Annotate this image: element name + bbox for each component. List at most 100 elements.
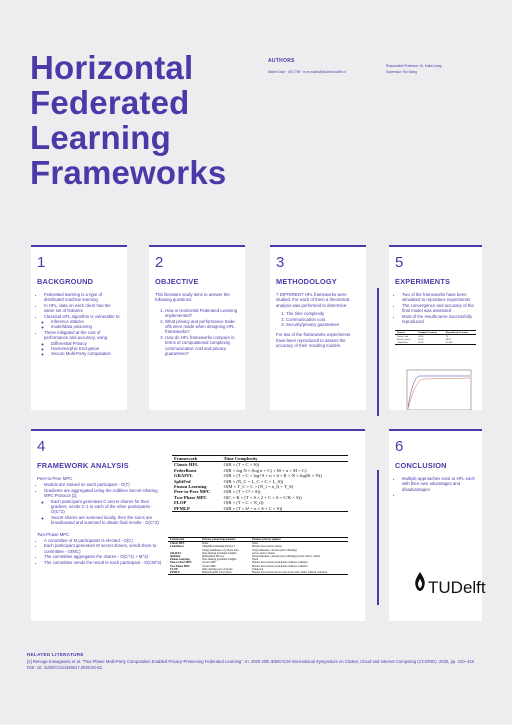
table-row: FLOP Only sharing part of model Unknown <box>170 567 264 571</box>
section-body: Federated learning is a type of distribu… <box>37 292 121 357</box>
section-heading: FRAMEWORK ANALYSIS <box>37 461 129 470</box>
table-row: Two-Phase MPC O(C + R × (T + S × 2 + C × … <box>174 494 302 500</box>
section-heading: OBJECTIVE <box>155 277 199 286</box>
author-line: Mahim Dani · 4917769 · m.m.mdani@student… <box>268 70 346 74</box>
table-header: Framework <box>168 536 201 543</box>
supervisor-line: Supervisor: Rui Wang <box>386 70 417 74</box>
section-number: 2 <box>155 254 164 271</box>
related-literature-text: [1] Renuga Kanagavelu et al. "Two-Phase … <box>27 659 474 670</box>
table-row: Two-Phase MPC Secure MPC Honest-but-curiou… <box>170 564 308 568</box>
table-header: Time Complexity <box>221 454 348 463</box>
list-item: In HFL, data on each client has the same… <box>44 303 121 314</box>
divider-line <box>377 288 379 416</box>
title-line: Learning <box>30 119 171 156</box>
tudelft-logo: TUDelft <box>412 570 486 602</box>
privacy-table: Framework Privacy-preserving measure Ens… <box>168 536 348 576</box>
table-header: Ensures privacy against <box>250 536 348 543</box>
title-line: Federated <box>30 84 190 121</box>
table-row: Classic HFL None None <box>170 542 259 546</box>
professor-line: Responsible Professor: Dr. Kaitai Liang <box>386 64 442 68</box>
list-item: Secure Multi-Party computation <box>51 351 121 356</box>
list-item: Secret shares are summed locally, then t… <box>51 515 162 526</box>
accuracy-table: Dataset Original Accuracy Reproduced Acc… <box>395 330 476 346</box>
section-heading: METHODOLOGY <box>276 277 337 286</box>
table-row: GRAFFL Non-sharing gradients/weights serve… <box>170 551 275 555</box>
related-literature-heading: RELATED LITERATURE <box>27 652 84 657</box>
title-line: Horizontal <box>30 49 194 86</box>
list-item: What privacy and performance trade-offs … <box>165 319 239 335</box>
intro-text: 7 DIFFERENT HFL frameworks were studied.… <box>276 292 350 308</box>
list-item: Each participant generates M secret shar… <box>44 543 162 554</box>
list-item: Each participant generates C secret shar… <box>51 499 162 515</box>
table-row: FLOP O(R × (T + C × N_i)) <box>174 500 264 506</box>
list-item: model/data poisoning <box>51 324 121 329</box>
complexity-table: Framework Time Complexity Classic HFL O(R… <box>172 454 348 513</box>
table-row: Peer-to-Peer MPC Secure MPC Honest-but-cur… <box>170 561 308 565</box>
list-item: The committee sends the result to each p… <box>44 560 162 565</box>
table-header: Reproduced Accuracy <box>443 330 476 336</box>
list-item: Most of the results were successfully re… <box>402 314 476 325</box>
table-row: GRAFFL O(R × (T + C × log² S + n + d + R … <box>174 473 322 479</box>
objective-card: 2 OBJECTIVE This literature study aims t… <box>149 245 245 410</box>
list-item: The time complexity <box>286 311 360 316</box>
table-row: PFMLP Homomorphic Encryption Honest-but-cu… <box>168 571 348 576</box>
list-item: A committee of M participants is elected… <box>44 538 162 543</box>
list-item <box>402 492 476 497</box>
list-item: These mitigated at the cost of performan… <box>44 330 121 357</box>
outro-text: For two of the frameworks experiments ha… <box>276 332 351 349</box>
authors-label: AUTHORS <box>268 58 295 64</box>
methodology-card: 3 METHODOLOGY 7 DIFFERENT HFL frameworks… <box>270 245 366 410</box>
list-item: Models are trained on each participant -… <box>44 482 162 487</box>
background-card: 1 BACKGROUND Federated learning is a typ… <box>31 245 127 410</box>
list-item: Communication cost <box>286 317 360 322</box>
list-item: Two of the frameworks have been simulate… <box>402 292 476 303</box>
section-number: 3 <box>276 254 285 271</box>
intro-text: This literature study aims to answer the… <box>155 292 230 303</box>
table-row: SplitFed Differential Privacy Fully dishon… <box>170 555 321 559</box>
conclusion-card: 6 CONCLUSION Multiple approaches exist t… <box>389 429 482 621</box>
table-row: Fusion Learning Non-sharing gradients/wei… <box>170 558 259 562</box>
title-line: Frameworks <box>30 154 227 191</box>
table-row: Classic HFL O(R × (T + C × S)) <box>174 462 260 468</box>
table-row: SplitFed O(R × (N_C + L_C + C × L_S)) <box>174 478 284 484</box>
list-item: Differential Privacy <box>51 341 121 346</box>
section-body: Multiple approaches exist to HFL each wi… <box>395 476 476 498</box>
divider-line <box>377 470 379 605</box>
section-body: Two of the frameworks have been simulate… <box>395 292 476 346</box>
section-number: 5 <box>395 254 404 271</box>
table-row: Credit Card 0.905 78 <box>397 335 449 339</box>
section-heading: CONCLUSION <box>395 461 447 470</box>
section-heading: BACKGROUND <box>37 277 94 286</box>
table-row: Fusion Learning O(M × T_C + C × (N_i + n_… <box>174 484 294 490</box>
table-row: Breast Cancer 97.63 98.61 <box>397 338 452 342</box>
table-row: PFMLP O(R × (T + k² + n × S + C × S)) <box>172 505 348 513</box>
list-item: Inference attacks <box>51 319 121 324</box>
table-row: Peer-to-Peer MPC O(R × (T + C² × S)) <box>174 489 261 495</box>
list-item: Homomorphic Encryption <box>51 346 121 351</box>
table-header: Dataset <box>395 330 417 336</box>
poster-title: Horizontal Federated Learning Frameworks <box>30 50 226 190</box>
table-row: FederBoost O(R × log N × (log n + C) + M … <box>174 467 307 473</box>
section-body: 7 DIFFERENT HFL frameworks were studied.… <box>276 292 360 352</box>
section-body: This literature study aims to answer the… <box>155 292 239 356</box>
table-row: Using summaries of private data Fully dis… <box>202 548 297 552</box>
flame-icon <box>415 572 425 591</box>
list-item: Federated learning is a type of distribu… <box>44 292 121 303</box>
section-heading: EXPERIMENTS <box>395 277 451 286</box>
subsection-title: Two-Phase MPC <box>37 531 70 537</box>
convergence-plot <box>406 369 472 410</box>
table-row: Adult Data 97.02 97.009 <box>395 341 476 346</box>
subsection-title: Peer-to-Peer MPC <box>37 476 73 481</box>
table-header: Privacy-preserving measure <box>200 536 251 543</box>
list-item: How is Horizontal Federated Learning imp… <box>165 308 239 319</box>
section-number: 4 <box>37 438 46 455</box>
list-item: Classical HFL algorithm is vulnerable to… <box>44 314 121 330</box>
section-number: 6 <box>395 438 404 455</box>
list-item: Multiple approaches exist to HFL each wi… <box>402 476 476 492</box>
list-item: The committee aggregates the shares - O(… <box>44 554 162 559</box>
experiments-card: 5 EXPERIMENTS Two of the frameworks have… <box>389 245 482 410</box>
section-body: Peer-to-Peer MPC Models are trained on e… <box>37 476 162 565</box>
list-item: The convergence and accuracy of the fina… <box>402 303 476 314</box>
logo-text: TUDelft <box>428 578 486 597</box>
table-row: FederBoost Simplified Masking Protocol Hon… <box>170 545 282 549</box>
